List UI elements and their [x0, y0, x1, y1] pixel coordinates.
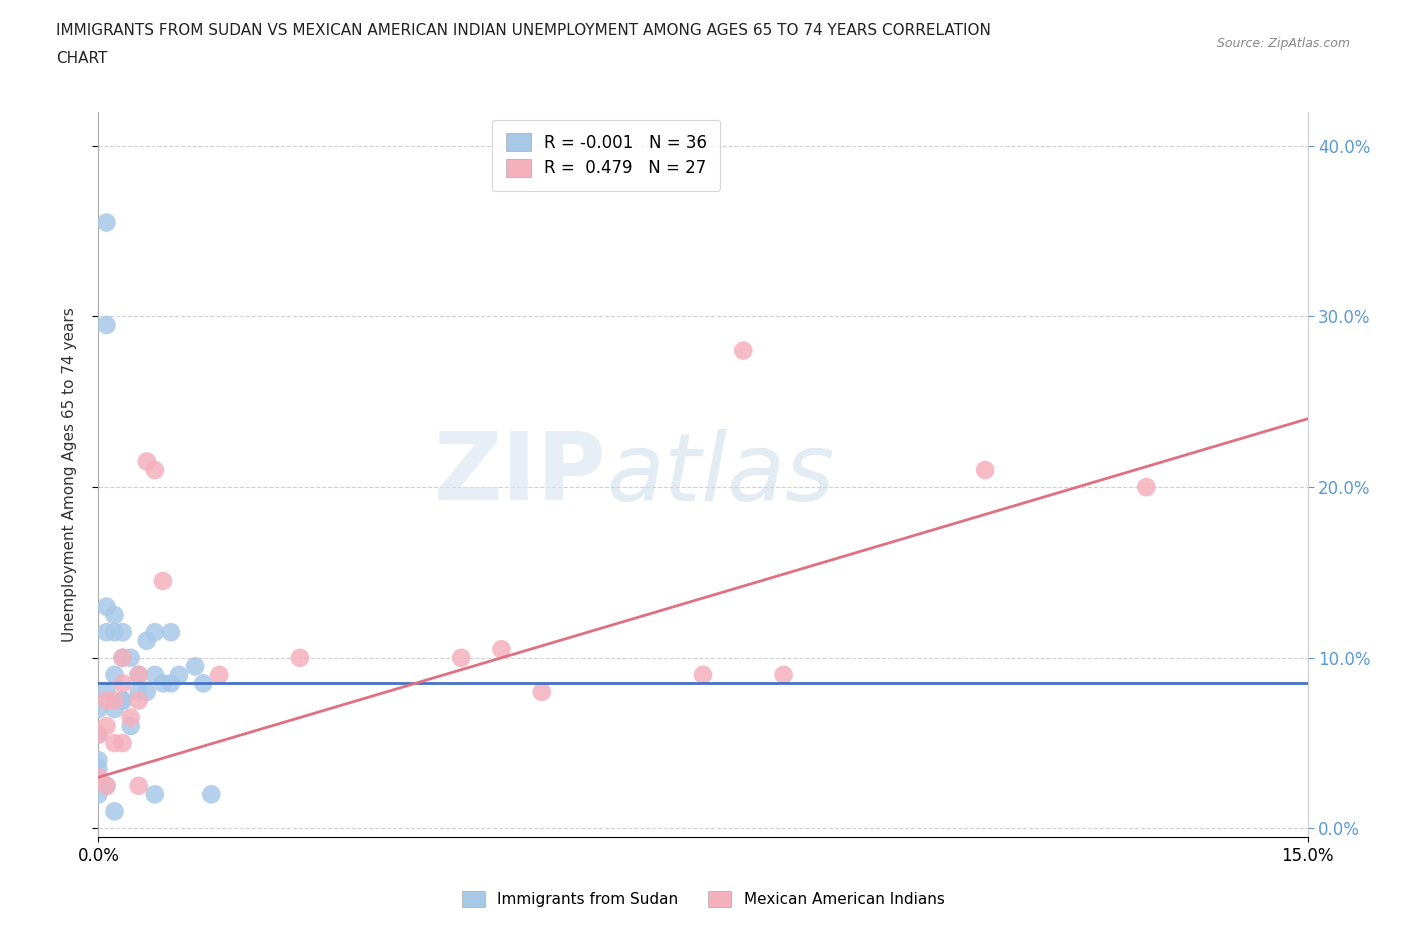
- Point: [152, 574, 174, 589]
- Point: [128, 778, 150, 793]
- Point: [200, 787, 222, 802]
- Point: [111, 736, 134, 751]
- Point: [152, 676, 174, 691]
- Point: [87, 727, 110, 742]
- Point: [103, 804, 125, 818]
- Point: [103, 736, 125, 751]
- Point: [450, 650, 472, 665]
- Legend: R = -0.001   N = 36, R =  0.479   N = 27: R = -0.001 N = 36, R = 0.479 N = 27: [492, 120, 720, 191]
- Point: [128, 693, 150, 708]
- Point: [143, 668, 166, 683]
- Point: [184, 658, 207, 673]
- Point: [111, 650, 134, 665]
- Point: [135, 454, 157, 469]
- Point: [135, 633, 157, 648]
- Point: [87, 770, 110, 785]
- Text: ZIP: ZIP: [433, 429, 606, 520]
- Point: [111, 693, 134, 708]
- Point: [87, 701, 110, 716]
- Point: [491, 642, 513, 657]
- Point: [143, 625, 166, 640]
- Point: [111, 693, 134, 708]
- Text: CHART: CHART: [56, 51, 108, 66]
- Point: [111, 650, 134, 665]
- Point: [87, 787, 110, 802]
- Point: [120, 719, 142, 734]
- Point: [974, 462, 997, 477]
- Point: [87, 727, 110, 742]
- Point: [96, 693, 118, 708]
- Point: [111, 625, 134, 640]
- Point: [96, 215, 118, 230]
- Point: [128, 668, 150, 683]
- Point: [143, 462, 166, 477]
- Point: [167, 668, 190, 683]
- Point: [96, 719, 118, 734]
- Point: [692, 668, 714, 683]
- Text: IMMIGRANTS FROM SUDAN VS MEXICAN AMERICAN INDIAN UNEMPLOYMENT AMONG AGES 65 TO 7: IMMIGRANTS FROM SUDAN VS MEXICAN AMERICA…: [56, 23, 991, 38]
- Point: [111, 676, 134, 691]
- Point: [96, 778, 118, 793]
- Point: [103, 607, 125, 622]
- Point: [103, 668, 125, 683]
- Point: [87, 752, 110, 767]
- Point: [103, 693, 125, 708]
- Text: atlas: atlas: [606, 429, 835, 520]
- Point: [103, 701, 125, 716]
- Point: [87, 762, 110, 777]
- Point: [96, 599, 118, 614]
- Point: [143, 787, 166, 802]
- Point: [96, 684, 118, 699]
- Point: [128, 668, 150, 683]
- Point: [772, 668, 794, 683]
- Point: [120, 711, 142, 725]
- Point: [103, 625, 125, 640]
- Point: [96, 625, 118, 640]
- Text: Source: ZipAtlas.com: Source: ZipAtlas.com: [1216, 37, 1350, 50]
- Point: [160, 676, 183, 691]
- Point: [96, 317, 118, 332]
- Legend: Immigrants from Sudan, Mexican American Indians: Immigrants from Sudan, Mexican American …: [456, 884, 950, 913]
- Point: [160, 625, 183, 640]
- Y-axis label: Unemployment Among Ages 65 to 74 years: Unemployment Among Ages 65 to 74 years: [62, 307, 77, 642]
- Point: [135, 684, 157, 699]
- Point: [1135, 480, 1157, 495]
- Point: [193, 676, 215, 691]
- Point: [208, 668, 231, 683]
- Point: [530, 684, 553, 699]
- Point: [733, 343, 755, 358]
- Point: [120, 650, 142, 665]
- Point: [128, 684, 150, 699]
- Point: [96, 778, 118, 793]
- Point: [288, 650, 311, 665]
